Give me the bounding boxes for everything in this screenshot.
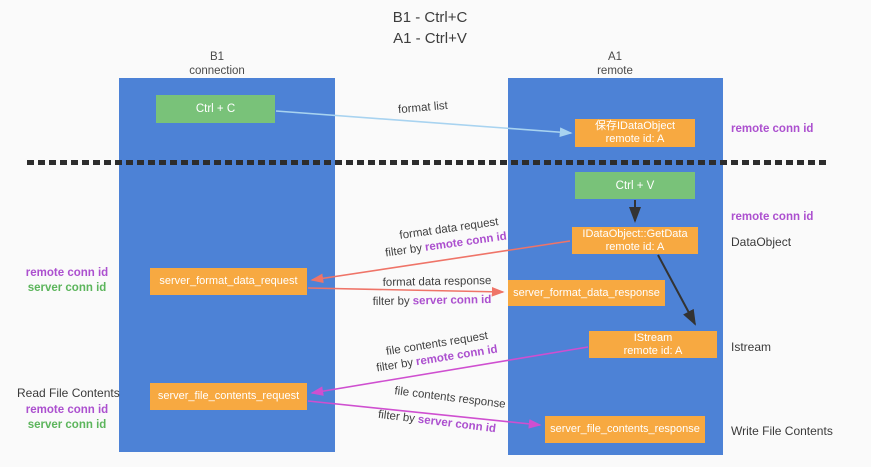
- node-server-file-contents-response: server_file_contents_response: [545, 416, 705, 443]
- edge-label-file-contents-response: file contents response: [393, 385, 507, 411]
- edge-label-format-list: format list: [397, 99, 449, 117]
- node-idataobject-getdata-line2: remote id: A: [605, 240, 665, 253]
- filter-by-text: filter by: [377, 408, 416, 426]
- node-ctrl-v: Ctrl + V: [575, 172, 695, 199]
- node-server-format-data-response: server_format_data_response: [508, 280, 665, 306]
- annotation-server-conn-id-left-1: server conn id: [27, 282, 107, 294]
- annotation-server-conn-id-left-2: server conn id: [27, 419, 107, 431]
- annotation-remote-conn-id-left-2: remote conn id: [25, 404, 109, 416]
- annotation-istream: Istream: [731, 340, 772, 354]
- node-ctrl-c-label: Ctrl + C: [195, 103, 236, 115]
- annotation-write-file-contents: Write File Contents: [731, 424, 833, 438]
- annotation-conn-ids-format: remote conn id server conn id: [17, 266, 117, 296]
- lane-header-b1: B1 connection: [157, 50, 277, 78]
- annotation-read-file-contents: Read File Contents: [17, 386, 120, 400]
- node-save-idataobject: 保存IDataObject remote id: A: [575, 119, 695, 147]
- node-save-idataobject-line2: remote id: A: [605, 133, 665, 145]
- filter-by-text: filter by: [384, 242, 423, 260]
- annotation-remote-conn-id-top: remote conn id: [731, 123, 814, 135]
- annotation-dataobject: DataObject: [731, 235, 792, 249]
- node-idataobject-getdata: IDataObject::GetData remote id: A: [572, 227, 698, 254]
- annotation-remote-conn-id-left-1: remote conn id: [25, 267, 109, 279]
- node-server-file-contents-request: server_file_contents_request: [150, 383, 307, 410]
- lane-a1-title: A1: [607, 51, 623, 63]
- node-server-format-data-request-label: server_format_data_request: [159, 275, 298, 287]
- lane-b1-title: B1: [209, 51, 225, 63]
- lane-a1-subtitle: remote: [597, 65, 633, 77]
- session-divider-dashed-line: [27, 160, 830, 165]
- edge-label-format-data-response: format data response: [382, 275, 492, 289]
- node-idataobject-getdata-line1: IDataObject::GetData: [582, 227, 688, 240]
- node-server-file-contents-request-label: server_file_contents_request: [157, 390, 300, 402]
- filter-by-text: filter by: [375, 356, 415, 375]
- node-save-idataobject-line1: 保存IDataObject: [594, 120, 676, 132]
- server-conn-id-text: server conn id: [412, 293, 492, 308]
- node-server-format-data-response-label: server_format_data_response: [513, 286, 660, 299]
- arrow-format-data-response: [307, 286, 505, 297]
- node-ctrl-v-label: Ctrl + V: [615, 179, 655, 192]
- lane-b1-subtitle: connection: [189, 65, 245, 77]
- server-conn-id-text: server conn id: [417, 413, 497, 436]
- annotation-remote-conn-id-mid: remote conn id: [731, 211, 814, 223]
- annotation-conn-ids-file: remote conn id server conn id: [17, 403, 117, 433]
- diagram-title-line1: B1 - Ctrl+C: [392, 9, 468, 26]
- node-server-file-contents-response-label: server_file_contents_response: [550, 423, 700, 435]
- node-server-format-data-request: server_format_data_request: [150, 268, 307, 295]
- node-istream: IStream remote id: A: [589, 331, 717, 358]
- diagram-title-line2: A1 - Ctrl+V: [393, 30, 467, 47]
- lane-header-a1: A1 remote: [555, 50, 675, 78]
- diagram-title: B1 - Ctrl+C A1 - Ctrl+V: [330, 7, 530, 49]
- node-ctrl-c: Ctrl + C: [156, 95, 275, 123]
- filter-by-text: filter by: [372, 295, 410, 309]
- edge-label-filter-server-2: filter by server conn id: [377, 409, 496, 435]
- edge-label-filter-server-1: filter by server conn id: [373, 294, 492, 308]
- node-istream-line1: IStream: [633, 331, 673, 344]
- node-istream-line2: remote id: A: [623, 344, 683, 357]
